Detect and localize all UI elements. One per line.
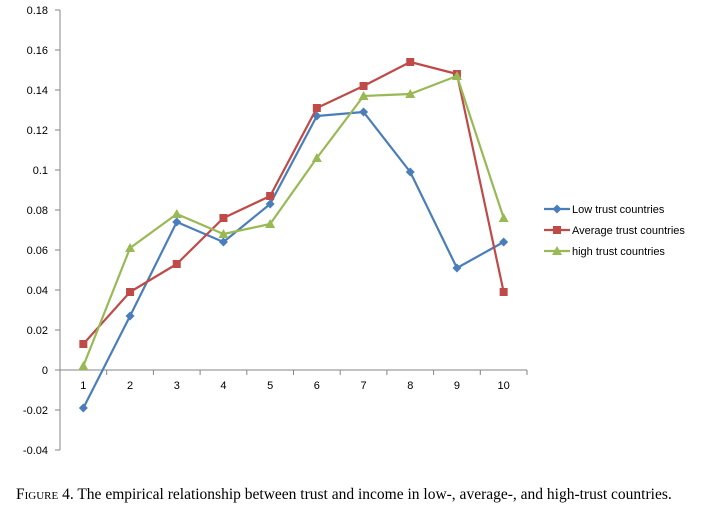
x-axis-ticks: 1 2 3 4 5 6 7 8 9 10 <box>59 370 528 392</box>
data-point <box>265 219 276 228</box>
legend-item: high trust countries <box>544 246 665 258</box>
data-point <box>265 199 275 209</box>
y-axis-ticks: -0.04 -0.02 0 0.02 0.04 0.06 0.08 0.1 0.12 0.14 0.… <box>23 5 60 457</box>
y-tick-label: 0.12 <box>27 125 48 137</box>
y-tick-label: -0.02 <box>23 405 48 417</box>
data-point <box>78 361 89 370</box>
x-tick-label: 8 <box>407 380 413 392</box>
data-point <box>171 209 182 218</box>
data-point <box>499 237 509 247</box>
legend-item: Average trust countries <box>544 225 685 237</box>
data-point <box>172 217 182 227</box>
x-tick-label: 4 <box>220 380 226 392</box>
series-line <box>82 110 505 409</box>
y-tick-label: -0.04 <box>23 445 48 457</box>
chart-canvas: -0.04 -0.02 0 0.02 0.04 0.06 0.08 0.1 0.12 0.14 0.… <box>23 5 685 457</box>
data-point <box>172 260 181 268</box>
legend-label: high trust countries <box>572 246 665 258</box>
x-tick-label: 10 <box>498 380 510 392</box>
y-tick-label: 0.18 <box>27 5 48 17</box>
y-tick-label: 0.14 <box>27 85 48 97</box>
data-point <box>451 71 462 80</box>
data-point <box>452 263 462 273</box>
data-point <box>406 58 415 66</box>
figure-caption: Figure 4. The empirical relationship bet… <box>16 485 701 505</box>
x-tick-label: 5 <box>267 380 273 392</box>
legend: Low trust countries Average trust countri… <box>544 204 685 258</box>
y-tick-label: 0.02 <box>27 325 48 337</box>
series-line <box>82 74 505 367</box>
data-point <box>359 107 369 117</box>
data-point <box>312 104 321 112</box>
x-tick-label: 2 <box>127 380 133 392</box>
data-point <box>125 311 135 321</box>
x-tick-label: 3 <box>174 380 180 392</box>
data-point <box>218 237 228 247</box>
legend-swatch-marker <box>553 226 561 234</box>
series-2 <box>79 58 508 348</box>
series-layer <box>78 58 509 413</box>
y-tick-label: 0.1 <box>33 165 48 177</box>
x-tick-label: 7 <box>360 380 366 392</box>
series-line <box>82 60 505 345</box>
y-tick-label: 0.16 <box>27 45 48 57</box>
y-tick-label: 0 <box>42 365 48 377</box>
legend-label: Low trust countries <box>572 204 665 216</box>
series-1 <box>78 107 509 413</box>
data-point <box>498 213 509 222</box>
data-point <box>405 89 416 98</box>
data-point <box>499 288 508 296</box>
legend-swatch-marker <box>552 204 562 214</box>
legend-swatch-marker <box>552 246 562 255</box>
data-point <box>126 288 135 296</box>
caption-label: Figure 4. <box>16 486 74 503</box>
x-tick-label: 1 <box>80 380 86 392</box>
series-3 <box>78 71 509 370</box>
data-point <box>311 153 322 162</box>
data-point <box>219 214 228 222</box>
data-point <box>266 192 275 200</box>
x-tick-label: 6 <box>314 380 320 392</box>
data-point <box>218 229 229 238</box>
y-tick-label: 0.04 <box>27 285 48 297</box>
legend-item: Low trust countries <box>544 204 665 216</box>
y-tick-label: 0.08 <box>27 205 48 217</box>
x-tick-label: 9 <box>454 380 460 392</box>
data-point <box>405 167 415 177</box>
data-point <box>78 403 88 413</box>
data-point <box>125 243 136 252</box>
data-point <box>358 91 369 100</box>
caption-text: The empirical relationship between trust… <box>77 486 672 503</box>
data-point <box>359 82 368 90</box>
y-tick-label: 0.06 <box>27 245 48 257</box>
legend-label: Average trust countries <box>572 225 685 237</box>
data-point <box>79 340 88 348</box>
